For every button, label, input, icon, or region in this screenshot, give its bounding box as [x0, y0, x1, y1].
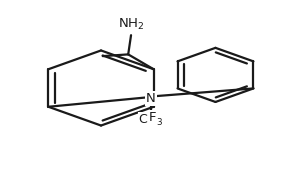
- Text: F: F: [149, 111, 156, 124]
- Text: NH$_2$: NH$_2$: [118, 17, 144, 32]
- Text: CH$_3$: CH$_3$: [138, 113, 164, 128]
- Text: N: N: [146, 92, 156, 105]
